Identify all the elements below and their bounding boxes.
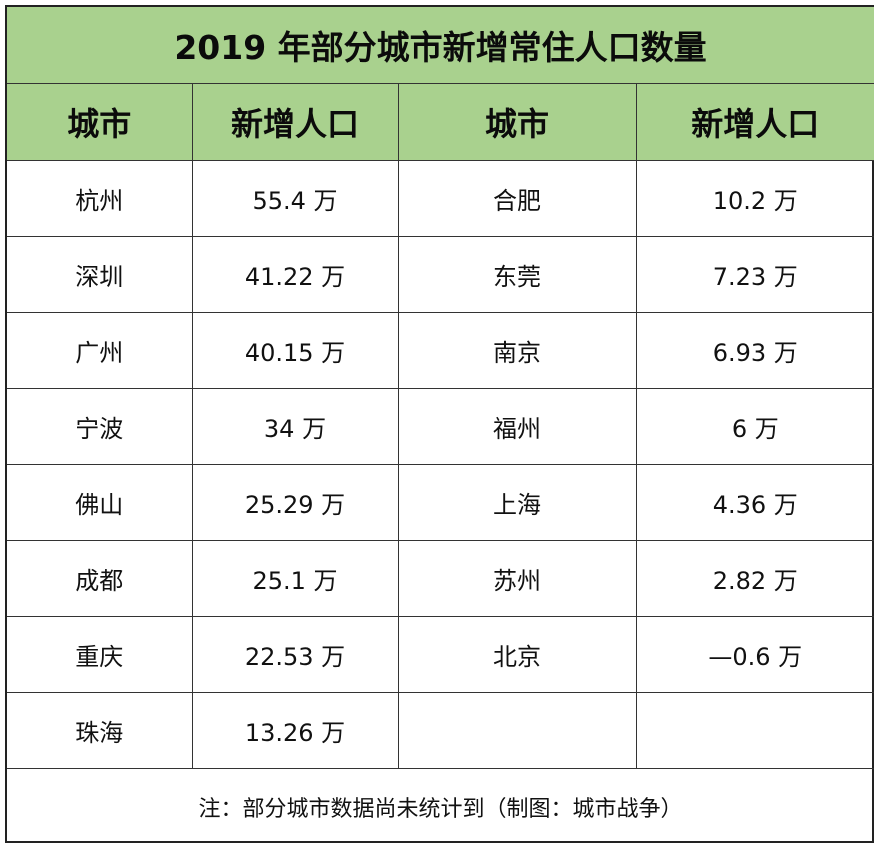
value-cell: 4.36 万 (635, 464, 875, 541)
value-cell: 6.93 万 (635, 312, 875, 389)
city-cell: 珠海 (7, 692, 193, 769)
table-row: 宁波 34 万 福州 6 万 (7, 388, 875, 465)
value-cell: 22.53 万 (191, 616, 399, 693)
population-table-card: 2019 年部分城市新增常住人口数量 城市 新增人口 城市 新增人口 杭州 55… (5, 5, 875, 845)
value-cell: 25.1 万 (191, 540, 399, 617)
value-cell: 41.22 万 (191, 236, 399, 313)
city-cell: 成都 (7, 540, 193, 617)
header-city-left: 城市 (7, 83, 193, 161)
footnote: 注：部分城市数据尚未统计到（制图：城市战争） (7, 768, 875, 845)
table-row: 杭州 55.4 万 合肥 10.2 万 (7, 160, 875, 237)
population-table: 2019 年部分城市新增常住人口数量 城市 新增人口 城市 新增人口 杭州 55… (7, 7, 875, 845)
header-new-population-left: 新增人口 (191, 83, 399, 161)
city-cell: 重庆 (7, 616, 193, 693)
city-cell: 杭州 (7, 160, 193, 237)
value-cell: 6 万 (635, 388, 875, 465)
value-cell: —0.6 万 (635, 616, 875, 693)
value-cell: 7.23 万 (635, 236, 875, 313)
note-row: 注：部分城市数据尚未统计到（制图：城市战争） (7, 768, 875, 845)
table-row: 珠海 13.26 万 (7, 692, 875, 769)
value-cell: 40.15 万 (191, 312, 399, 389)
city-cell: 深圳 (7, 236, 193, 313)
table-row: 成都 25.1 万 苏州 2.82 万 (7, 540, 875, 617)
city-cell: 北京 (397, 616, 637, 693)
empty-cell (397, 692, 637, 769)
city-cell: 福州 (397, 388, 637, 465)
table-row: 深圳 41.22 万 东莞 7.23 万 (7, 236, 875, 313)
title-row: 2019 年部分城市新增常住人口数量 (7, 7, 875, 84)
city-cell: 合肥 (397, 160, 637, 237)
empty-cell (635, 692, 875, 769)
city-cell: 宁波 (7, 388, 193, 465)
header-new-population-right: 新增人口 (635, 83, 875, 161)
value-cell: 2.82 万 (635, 540, 875, 617)
city-cell: 佛山 (7, 464, 193, 541)
city-cell: 广州 (7, 312, 193, 389)
city-cell: 苏州 (397, 540, 637, 617)
city-cell: 东莞 (397, 236, 637, 313)
city-cell: 南京 (397, 312, 637, 389)
table-row: 佛山 25.29 万 上海 4.36 万 (7, 464, 875, 541)
city-cell: 上海 (397, 464, 637, 541)
value-cell: 13.26 万 (191, 692, 399, 769)
table-title: 2019 年部分城市新增常住人口数量 (7, 7, 875, 84)
table-row: 重庆 22.53 万 北京 —0.6 万 (7, 616, 875, 693)
value-cell: 55.4 万 (191, 160, 399, 237)
value-cell: 25.29 万 (191, 464, 399, 541)
header-city-right: 城市 (397, 83, 637, 161)
table-row: 广州 40.15 万 南京 6.93 万 (7, 312, 875, 389)
header-row: 城市 新增人口 城市 新增人口 (7, 83, 875, 161)
value-cell: 10.2 万 (635, 160, 875, 237)
value-cell: 34 万 (191, 388, 399, 465)
